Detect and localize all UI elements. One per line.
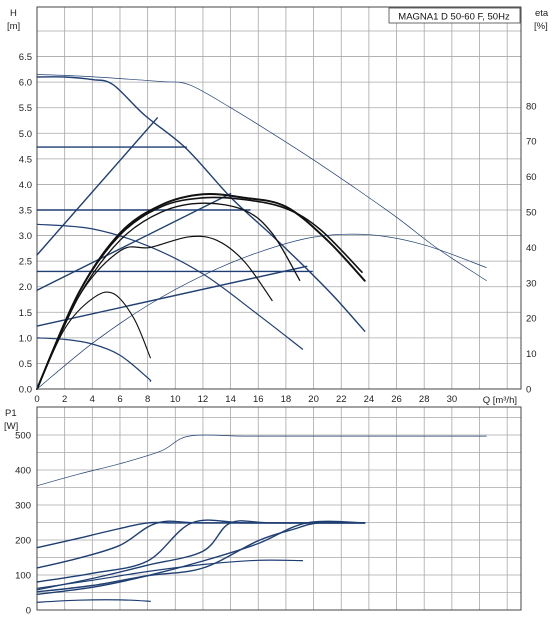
y-tick-label-eta: 30 <box>526 278 537 289</box>
tick-labels: 0 2 4 6 8 10 12 14 16 18 20 22 24 26 28 300.00.51.01.52… <box>15 52 536 616</box>
y-tick-label-eta: 80 <box>526 101 537 112</box>
x-tick-label: 16 <box>253 394 264 405</box>
grid-top <box>36 7 521 389</box>
y-tick-label-eta: 50 <box>526 208 537 219</box>
x-tick-label: 2 <box>62 394 67 405</box>
y-tick-label-p1: 300 <box>15 501 31 512</box>
eta-curve <box>36 291 151 390</box>
y-tick-label-p1: 400 <box>15 466 31 477</box>
y-tick-label-h: 3.5 <box>19 206 32 217</box>
p1-curve <box>36 559 304 589</box>
p1-curve <box>36 519 366 583</box>
y-tick-label-p1: 0 <box>26 606 31 617</box>
chart-title-box <box>388 7 521 24</box>
y-axis-unit-h: [m] <box>7 21 20 32</box>
y-tick-label-h: 5.0 <box>19 129 32 140</box>
x-tick-label: 28 <box>419 394 430 405</box>
y-tick-label-eta: 20 <box>526 314 537 325</box>
x-tick-label: 26 <box>391 394 402 405</box>
x-tick-label: 22 <box>336 394 347 405</box>
y-tick-label-h: 6.0 <box>19 78 32 89</box>
x-tick-label: 12 <box>198 394 209 405</box>
y-axis-label-h: H <box>10 8 17 19</box>
x-tick-label: 24 <box>364 394 375 405</box>
max-curve-curve <box>36 76 366 332</box>
power-curves <box>36 434 487 603</box>
y-axis-unit-eta: [%] <box>534 21 548 32</box>
grid-bottom <box>36 407 521 610</box>
y-tick-label-eta: 60 <box>526 172 537 183</box>
y-tick-label-h: 0.5 <box>19 359 32 370</box>
eta-curve <box>36 196 363 390</box>
y-tick-label-h: 4.5 <box>19 154 32 165</box>
eta-twin-head-curve <box>36 233 487 390</box>
proportional-line-curve <box>36 117 158 256</box>
p1-max-curve <box>36 521 366 549</box>
y-tick-label-eta: 40 <box>526 243 537 254</box>
y-tick-label-h: 1.5 <box>19 308 32 319</box>
y-tick-label-h: 6.5 <box>19 52 32 63</box>
y-tick-label-h: 2.0 <box>19 282 32 293</box>
y-tick-label-eta: 10 <box>526 349 537 360</box>
y-tick-label-p1: 500 <box>15 431 31 442</box>
x-tick-label: 8 <box>145 394 150 405</box>
y-tick-label-h: 4.0 <box>19 180 32 191</box>
y-axis-unit-p1: [W] <box>4 421 18 432</box>
chart-title: MAGNA1 D 50-60 F, 50Hz <box>398 12 510 23</box>
y-tick-label-h: 2.5 <box>19 257 32 268</box>
bottom-plot-frame <box>36 406 522 611</box>
x-tick-label: 30 <box>447 394 458 405</box>
p1-curve <box>36 520 366 595</box>
x-axis-label-q: Q [m³/h] <box>483 395 517 406</box>
y-tick-label-p1: 100 <box>15 571 31 582</box>
x-tick-label: 4 <box>90 394 95 405</box>
y-axis-label-p1: P1 <box>5 408 17 419</box>
constant-curve-curve <box>36 337 152 382</box>
x-tick-label: 20 <box>308 394 319 405</box>
p1-twin-head-curve <box>36 434 487 487</box>
top-plot-frame <box>36 6 522 390</box>
eta-curve <box>36 235 273 390</box>
p1-curve <box>36 599 151 603</box>
y-tick-label-eta: 0 <box>526 385 531 396</box>
proportional-line-curve <box>36 265 308 327</box>
max-curve-twin-head-curve <box>36 74 487 281</box>
y-axis-label-eta: eta <box>535 8 549 19</box>
x-tick-label: 10 <box>170 394 181 405</box>
x-tick-label: 6 <box>117 394 122 405</box>
p1-curve <box>36 521 366 593</box>
y-tick-label-p1: 200 <box>15 536 31 547</box>
constant-curve-curve <box>36 223 304 350</box>
eta-curve <box>36 193 366 390</box>
y-tick-label-h: 1.0 <box>19 333 32 344</box>
y-tick-label-h: 0.0 <box>19 385 32 396</box>
p1-curve <box>36 520 366 591</box>
x-tick-label: 18 <box>281 394 292 405</box>
head-and-efficiency-curves <box>36 74 487 390</box>
x-tick-label: 0 <box>34 394 39 405</box>
x-tick-label: 14 <box>225 394 236 405</box>
y-tick-label-h: 5.5 <box>19 103 32 114</box>
y-tick-label-eta: 70 <box>526 137 537 148</box>
y-tick-label-h: 3.0 <box>19 231 32 242</box>
